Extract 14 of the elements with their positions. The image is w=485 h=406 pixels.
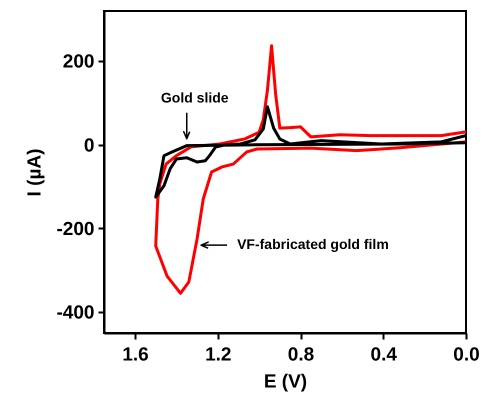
x-axis-title: E (V) <box>264 372 308 392</box>
line-series <box>154 44 466 295</box>
x-tick-label: 0.4 <box>370 344 398 366</box>
y-axis-title: I (µA) <box>24 148 46 196</box>
y-tick-label: 200 <box>62 52 94 73</box>
y-tick-label: 0 <box>84 135 94 156</box>
x-tick-label: 0.0 <box>453 344 480 366</box>
y-tick-label: -400 <box>56 302 94 324</box>
y-tick-label: -200 <box>56 218 94 240</box>
x-tick-label: 0.8 <box>288 344 314 366</box>
annotation: Gold slide <box>160 90 229 106</box>
x-tick-label: 1.6 <box>122 344 149 366</box>
annotation: VF-fabricated gold film <box>237 236 389 252</box>
x-tick-label: 1.2 <box>205 344 232 366</box>
